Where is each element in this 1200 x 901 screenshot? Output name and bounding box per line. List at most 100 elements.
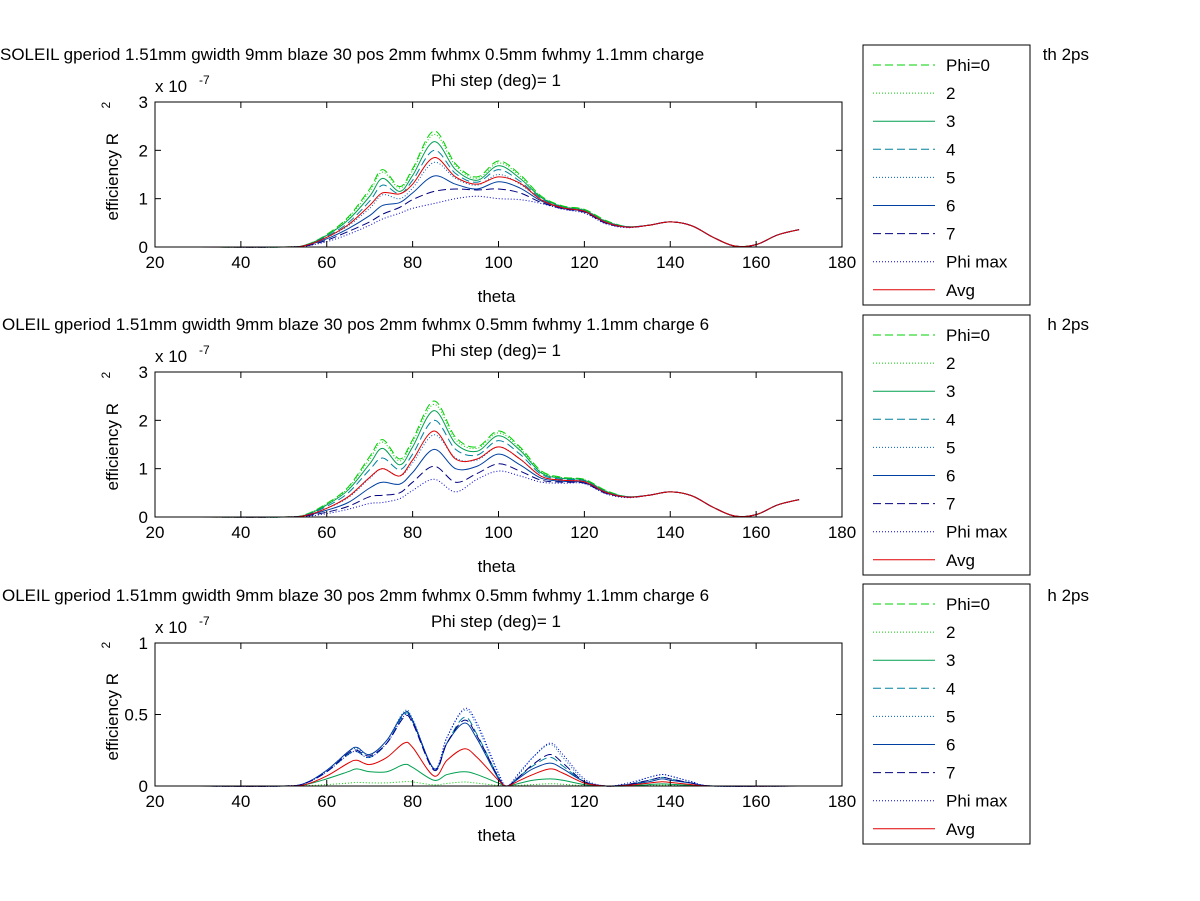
x-tick-label: 80 [403,253,422,272]
x-tick-label: 20 [146,523,165,542]
x-tick-label: 80 [403,523,422,542]
legend-entry-label: 4 [946,679,955,698]
x-tick-label: 80 [403,792,422,811]
x-tick-label: 160 [742,253,770,272]
x-tick-label: 180 [828,253,856,272]
legend-entry-label: 7 [946,225,955,244]
x-tick-label: 60 [317,253,336,272]
x-tick-label: 140 [656,792,684,811]
y-tick-label: 0 [139,508,148,527]
chart-title: SOLEIL gperiod 1.51mm gwidth 9mm blaze 3… [0,45,704,64]
x-tick-label: 160 [742,792,770,811]
legend-box [862,44,1031,306]
legend-box [862,314,1031,576]
y-tick-label: 1 [139,190,148,209]
y-axis-label: efficiency R 2 [99,642,122,761]
x-tick-label: 120 [570,253,598,272]
series-line-9 [197,157,800,248]
series-line-1 [197,130,800,248]
exponent-power: -7 [199,73,210,87]
chart-subtitle: Phi step (deg)= 1 [431,341,561,360]
legend-entry-label: 4 [946,140,955,159]
x-tick-label: 100 [484,792,512,811]
legend-entry-label: Phi max [946,792,1008,811]
exponent-label: x 10 [155,618,187,637]
series-line-7 [197,714,800,787]
y-tick-label: 1 [139,460,148,479]
x-tick-label: 100 [484,523,512,542]
series-group [197,400,800,518]
x-tick-label: 40 [231,792,250,811]
legend-box [862,583,1031,845]
legend-entry-label: 7 [946,764,955,783]
chart-title-end: h 2ps [1047,315,1089,334]
plot-area [155,102,842,247]
y-tick-label: 3 [139,363,148,382]
x-tick-label: 60 [317,792,336,811]
plot-area [155,372,842,517]
x-tick-label: 100 [484,253,512,272]
subplot-3: 20 40 60 80 100 120 140 160 180 0 0.5 1 x 10 -7 theta e… [2,583,1089,845]
legend: Phi=0 2 3 4 5 6 7 Phi max Avg [862,583,1031,845]
y-axis-label-superscript: 2 [99,102,113,109]
legend-entry-label: Phi=0 [946,56,990,75]
legend: Phi=0 2 3 4 5 6 7 Phi max Avg [862,44,1031,306]
x-tick-label: 20 [146,253,165,272]
exponent-label: x 10 [155,347,187,366]
x-tick-label: 160 [742,523,770,542]
legend-entry-label: Avg [946,551,975,570]
legend-entry-label: 4 [946,410,955,429]
y-tick-label: 3 [139,93,148,112]
x-tick-label: 180 [828,523,856,542]
x-tick-label: 120 [570,792,598,811]
y-axis-label-superscript: 2 [99,372,113,379]
legend-entry-label: 2 [946,84,955,103]
legend: Phi=0 2 3 4 5 6 7 Phi max Avg [862,314,1031,576]
x-axis-label: theta [478,287,516,306]
legend-entry-label: 5 [946,438,955,457]
y-axis-label: efficiency R 2 [99,102,122,221]
x-tick-label: 40 [231,253,250,272]
series-line-8 [197,707,800,787]
x-axis-label: theta [478,826,516,845]
chart-title-end: th 2ps [1043,45,1089,64]
x-tick-label: 120 [570,523,598,542]
chart-subtitle: Phi step (deg)= 1 [431,71,561,90]
y-tick-label: 0.5 [124,706,148,725]
legend-entry-label: 3 [946,382,955,401]
series-line-5 [197,709,800,787]
plot-area [155,643,842,786]
legend-entry-label: Avg [946,281,975,300]
y-tick-label: 0 [139,777,148,796]
x-axis-label: theta [478,557,516,576]
chart-title: OLEIL gperiod 1.51mm gwidth 9mm blaze 30… [2,315,709,334]
legend-entry-label: 3 [946,112,955,131]
exponent-power: -7 [199,343,210,357]
y-axis-label: efficiency R 2 [99,372,122,491]
subplot-1: 20 40 60 80 100 120 140 160 180 0 1 2 3 x 10 -7 theta ef… [0,44,1089,306]
legend-entry-label: 2 [946,354,955,373]
series-line-6 [197,710,800,787]
legend-entry-label: Avg [946,820,975,839]
legend-entry-label: 5 [946,707,955,726]
y-tick-label: 1 [139,634,148,653]
legend-entry-label: Phi=0 [946,595,990,614]
legend-entry-label: 6 [946,197,955,216]
y-axis-label-text: efficiency R [103,133,122,221]
series-group [197,130,800,248]
x-tick-label: 140 [656,523,684,542]
legend-entry-label: 6 [946,467,955,486]
exponent-power: -7 [199,614,210,628]
chart-subtitle: Phi step (deg)= 1 [431,612,561,631]
exponent-label: x 10 [155,77,187,96]
x-tick-label: 60 [317,523,336,542]
y-tick-label: 2 [139,141,148,160]
x-tick-label: 140 [656,253,684,272]
legend-entry-label: 3 [946,651,955,670]
subplot-2: 20 40 60 80 100 120 140 160 180 0 1 2 3 x 10 -7 theta ef… [2,314,1089,576]
legend-entry-label: 5 [946,168,955,187]
y-axis-label-text: efficiency R [103,403,122,491]
x-tick-label: 40 [231,523,250,542]
legend-entry-label: 2 [946,623,955,642]
